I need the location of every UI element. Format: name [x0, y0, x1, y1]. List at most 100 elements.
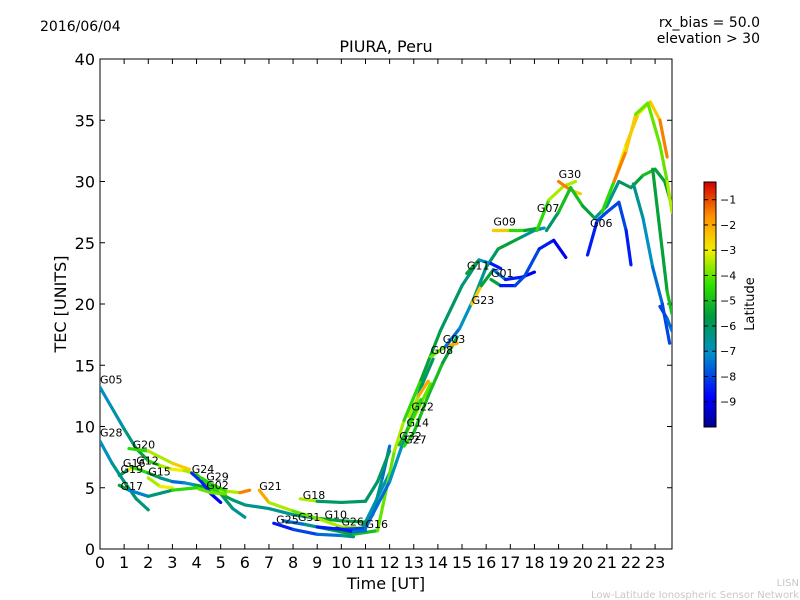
y-tick-label: 20 [75, 295, 95, 314]
x-tick-label: 0 [95, 553, 105, 572]
series-line-g27 [402, 335, 459, 448]
y-tick-label: 35 [75, 111, 95, 130]
series-segment [426, 361, 445, 398]
series-segment [665, 179, 672, 214]
series-segment [658, 228, 669, 294]
series-line-g25 [272, 521, 356, 539]
series-segment [351, 529, 368, 534]
series-segment [489, 261, 503, 271]
series-segment [523, 247, 541, 278]
series-segment [496, 241, 512, 251]
series-segment [110, 406, 126, 431]
series-segment [291, 509, 319, 520]
series-segment [407, 394, 421, 419]
series-segment [544, 210, 561, 233]
series-segment [243, 503, 271, 511]
series-segment [146, 471, 162, 480]
colorbar [703, 181, 717, 428]
x-tick-label: 18 [524, 553, 544, 572]
series-segment [441, 335, 459, 365]
x-tick-label: 1 [119, 553, 129, 572]
series-line-g11 [465, 258, 503, 275]
satellite-label: G06 [590, 217, 613, 230]
rx-bias-label: rx_bias = 50.0 [659, 15, 760, 31]
satellite-label: G20 [133, 439, 156, 452]
axis-ticks: 0 1 2 3 4 5 6 7 8 9 10 11 12 13 14 15 16 17 18 19 20 21 22 2305… [75, 50, 672, 572]
chart-title: PIURA, Peru [339, 37, 432, 56]
series-segment [624, 228, 633, 267]
satellite-label: G16 [123, 457, 146, 470]
series-segment [209, 492, 223, 505]
colorbar-label: Latitude [743, 277, 758, 331]
satellite-label: G01 [491, 267, 514, 280]
colorbar-tick-label: −1 [720, 194, 736, 207]
series-segment [552, 238, 568, 260]
satellite-label: G08 [431, 344, 454, 357]
series-segment [631, 182, 645, 220]
x-tick-label: 10 [331, 553, 351, 572]
series-segment [581, 204, 597, 220]
satellite-label: G03 [443, 333, 466, 346]
x-tick-label: 19 [548, 553, 568, 572]
series-segment [170, 461, 191, 471]
series-line-g18 [298, 449, 392, 505]
series-segment [402, 431, 416, 448]
series-line [585, 200, 633, 267]
colorbar-tick-label: −5 [720, 295, 736, 308]
series-segment [402, 378, 423, 422]
series-segment [146, 476, 162, 489]
series-segment [624, 112, 638, 153]
colorbar-tick-label: −9 [720, 396, 736, 409]
series-segment [334, 526, 356, 534]
x-tick-label: 16 [476, 553, 496, 572]
footer-network: Low-Latitude Ionospheric Sensor Network [591, 590, 799, 600]
footer-lisn: LISN [777, 578, 799, 589]
colorbar-tick-label: −6 [720, 320, 736, 333]
series-segment [158, 484, 175, 490]
series-segment [658, 118, 669, 159]
x-tick-label: 9 [312, 553, 322, 572]
series-segment [134, 497, 150, 512]
series-segment [617, 179, 633, 190]
series-segment [648, 100, 662, 122]
series-line-g31 [281, 261, 479, 536]
x-tick-label: 5 [216, 553, 226, 572]
satellite-label: G25 [276, 513, 299, 526]
satellite-label: G09 [493, 216, 516, 229]
x-tick-label: 6 [240, 553, 250, 572]
series-segment [315, 532, 343, 538]
series-segment [429, 345, 447, 359]
satellite-label: G17 [121, 480, 144, 493]
series-segment [122, 427, 138, 451]
satellite-label: G27 [404, 434, 427, 447]
series-segment [388, 431, 409, 484]
y-tick-label: 15 [75, 356, 95, 375]
series-segment [158, 476, 175, 484]
series-segment [298, 497, 319, 503]
series-segment [146, 449, 175, 465]
satellite-label: G24 [192, 463, 215, 476]
x-tick-label: 23 [645, 553, 665, 572]
series-segment [605, 200, 621, 214]
satellite-label: G18 [303, 489, 326, 502]
satellite-label: G19 [121, 463, 144, 476]
y-axis-label: TEC [UNITS] [51, 256, 70, 354]
series-segment [375, 449, 392, 484]
series-segment [272, 521, 295, 532]
x-tick-label: 17 [500, 553, 520, 572]
y-tick-label: 30 [75, 173, 95, 192]
satellite-label: G12 [136, 454, 159, 467]
elevation-label: elevation > 30 [657, 31, 760, 47]
series-segment [315, 499, 343, 505]
series-segment [634, 101, 650, 116]
series-segment [339, 519, 368, 524]
colorbar-tick-label: −4 [720, 269, 736, 282]
series-segment [231, 498, 247, 507]
series-segment [416, 379, 430, 398]
series-segment [419, 357, 435, 389]
y-tick-label: 25 [75, 234, 95, 253]
series-segment [438, 284, 464, 333]
series-segment [392, 418, 406, 453]
x-tick-label: 8 [288, 553, 298, 572]
